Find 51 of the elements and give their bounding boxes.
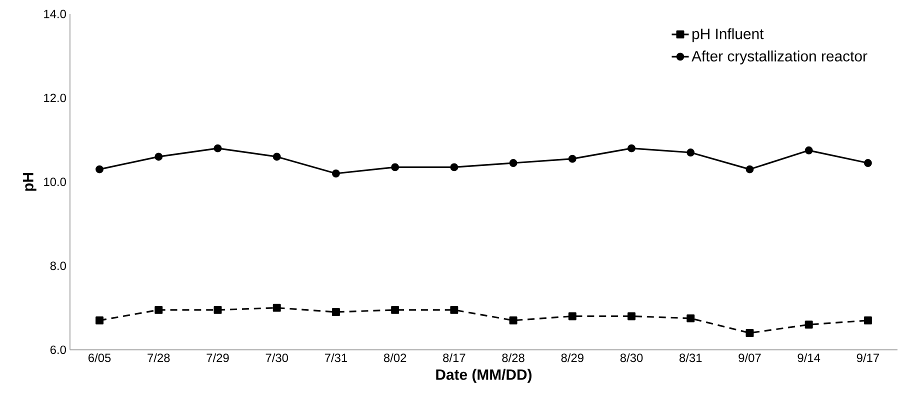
point <box>96 316 104 325</box>
point <box>332 308 340 316</box>
point <box>154 152 163 161</box>
point <box>628 144 636 152</box>
point <box>746 165 754 174</box>
y-tick-label: 12.0 <box>44 94 66 102</box>
x-tick-label: 8/30 <box>620 353 643 362</box>
x-tick-label: 9/07 <box>738 353 761 362</box>
x-tick-label: 9/14 <box>798 353 820 362</box>
x-tick-label: 8/02 <box>384 353 406 362</box>
point <box>214 306 222 314</box>
x-tick-label: 9/17 <box>856 353 879 362</box>
point <box>568 312 576 320</box>
legend-label: pH Influent <box>692 28 764 42</box>
point <box>154 306 163 314</box>
point <box>686 314 695 322</box>
point <box>450 163 458 172</box>
point <box>864 316 872 325</box>
point <box>804 146 813 155</box>
point <box>568 154 576 163</box>
point <box>272 304 281 312</box>
point <box>391 163 400 172</box>
x-tick-label: 7/28 <box>148 353 170 362</box>
point <box>804 320 813 329</box>
point <box>214 144 222 152</box>
x-tick-label: 7/31 <box>324 353 347 362</box>
point <box>272 152 281 161</box>
point <box>864 159 872 168</box>
x-axis-title: Date (MM/DD) <box>436 369 532 383</box>
x-tick-label: 7/30 <box>266 353 288 362</box>
x-tick-label: 7/29 <box>206 353 229 362</box>
point <box>686 148 695 157</box>
x-tick-label: 8/29 <box>561 353 584 362</box>
point <box>628 312 636 320</box>
point <box>96 165 104 174</box>
point <box>332 170 340 178</box>
legend-label: After crystallization reactor <box>692 50 868 65</box>
point <box>450 306 458 314</box>
y-tick-label: 10.0 <box>44 178 66 186</box>
y-tick-label: 14.0 <box>44 10 66 18</box>
point <box>391 306 400 314</box>
point <box>509 316 518 325</box>
x-tick-label: 6/05 <box>88 353 111 362</box>
y-tick-label: 6.0 <box>50 346 66 354</box>
y-tick-label: 8.0 <box>50 262 66 270</box>
point <box>746 329 754 338</box>
y-axis-title: pH <box>22 173 36 191</box>
x-tick-label: 8/17 <box>443 353 466 362</box>
x-tick-label: 8/28 <box>502 353 524 362</box>
point <box>509 159 518 168</box>
x-tick-label: 8/31 <box>680 353 702 362</box>
